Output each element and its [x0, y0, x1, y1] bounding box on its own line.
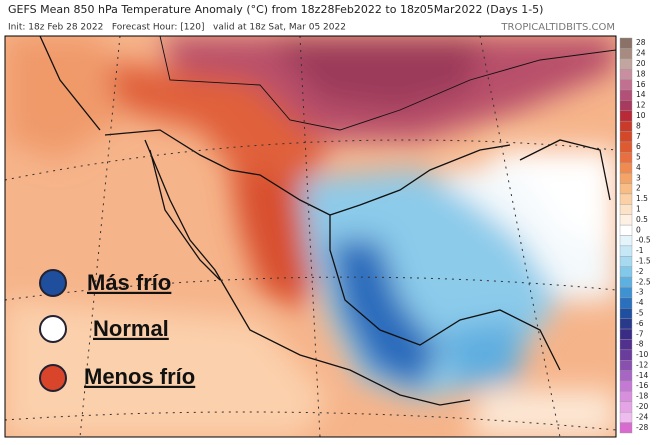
- colorbar-label: 6: [636, 142, 641, 151]
- colorbar-cell: [619, 204, 633, 215]
- colorbar-cell: [619, 297, 633, 309]
- colorbar-cell: [619, 37, 633, 49]
- colorbar-label: -20: [636, 402, 648, 411]
- colorbar-cell: [619, 328, 633, 340]
- colorbar-label: 10: [636, 111, 646, 120]
- colorbar-cell: [619, 401, 633, 413]
- colorbar-cell: [619, 89, 633, 101]
- colorbar-cell: [619, 412, 633, 423]
- colorbar-cell: [619, 172, 633, 184]
- colorbar-cell: [619, 152, 633, 163]
- colorbar-cell: [619, 68, 633, 80]
- legend-label: Menos frío: [84, 364, 195, 389]
- colorbar-label: -8: [636, 340, 644, 349]
- colorbar-cell: [619, 224, 633, 236]
- colorbar-label: -12: [636, 360, 648, 369]
- colorbar-label: 0: [636, 225, 641, 234]
- colorbar-cell: [619, 245, 633, 257]
- colorbar-label: -10: [636, 350, 648, 359]
- legend-label: Normal: [93, 316, 169, 341]
- colorbar-cell: [619, 266, 633, 278]
- colorbar-label: 14: [636, 90, 646, 99]
- colorbar-cell: [619, 183, 633, 195]
- legend-swatch: [39, 364, 67, 392]
- colorbar-cell: [619, 308, 633, 319]
- colorbar-cell: [619, 349, 633, 361]
- colorbar-cell: [619, 256, 633, 267]
- colorbar-label: 1: [636, 205, 641, 214]
- colorbar-label: -0.5: [636, 236, 651, 245]
- colorbar-label: -14: [636, 371, 648, 380]
- colorbar-label: 20: [636, 59, 646, 68]
- colorbar-cell: [619, 287, 633, 299]
- colorbar-cell: [619, 370, 633, 382]
- colorbar-cell: [619, 110, 633, 122]
- colorbar-label: -1: [636, 246, 644, 255]
- colorbar-label: 5: [636, 153, 641, 162]
- colorbar-cell: [619, 380, 633, 392]
- colorbar-cell: [619, 141, 633, 153]
- colorbar-label: 1.5: [636, 194, 648, 203]
- colorbar-label: -7: [636, 329, 644, 338]
- legend-swatch: [39, 315, 67, 343]
- colorbar-label: 2: [636, 184, 641, 193]
- colorbar-label: 3: [636, 173, 641, 182]
- colorbar-label: -2: [636, 267, 644, 276]
- colorbar-cell: [619, 120, 633, 132]
- colorbar-cell: [619, 391, 633, 403]
- legend-label: Más frío: [87, 270, 171, 295]
- colorbar-cell: [619, 58, 633, 70]
- legend: Más frío Normal Menos frío: [39, 269, 195, 392]
- colorbar-cell: [619, 422, 633, 434]
- colorbar-cell: [619, 318, 633, 330]
- colorbar-label: 4: [636, 163, 641, 172]
- subtitle: Init: 18z Feb 28 2022 Forecast Hour: [12…: [8, 23, 346, 33]
- site-name: TROPICALTIDBITS.COM: [500, 22, 615, 33]
- colorbar-label: -4: [636, 298, 644, 307]
- map-frame: [4, 35, 617, 438]
- map: [5, 36, 616, 437]
- title: GEFS Mean 850 hPa Temperature Anomaly (°…: [8, 3, 543, 16]
- colorbar-label: -2.5: [636, 277, 651, 286]
- colorbar-cell: [619, 48, 633, 59]
- colorbar-cell: [619, 193, 633, 205]
- colorbar-label: -28: [636, 423, 648, 432]
- colorbar-label: -24: [636, 412, 648, 421]
- colorbar-cell: [619, 79, 633, 91]
- colorbar-cell: [619, 360, 633, 371]
- colorbar-cell: [619, 235, 633, 247]
- colorbar-label: 24: [636, 49, 646, 58]
- colorbar-cell: [619, 276, 633, 288]
- colorbar-label: -1.5: [636, 256, 651, 265]
- colorbar-cell: [619, 339, 633, 351]
- colorbar-label: -3: [636, 288, 644, 297]
- colorbar-cell: [619, 214, 633, 226]
- colorbar-label: -16: [636, 381, 648, 390]
- colorbar-label: 8: [636, 121, 641, 130]
- legend-swatch: [39, 269, 67, 297]
- colorbar-label: 12: [636, 101, 646, 110]
- colorbar-cell: [619, 131, 633, 143]
- colorbar-label: 16: [636, 80, 646, 89]
- colorbar-label: -6: [636, 319, 644, 328]
- colorbar-label: -18: [636, 392, 648, 401]
- colorbar-label: 28: [636, 38, 646, 47]
- colorbar-cell: [619, 162, 633, 174]
- colorbar-label: -5: [636, 308, 644, 317]
- colorbar-cell: [619, 100, 633, 111]
- colorbar-label: 7: [636, 132, 641, 141]
- colorbar-label: 0.5: [636, 215, 648, 224]
- colorbar-label: 18: [636, 69, 646, 78]
